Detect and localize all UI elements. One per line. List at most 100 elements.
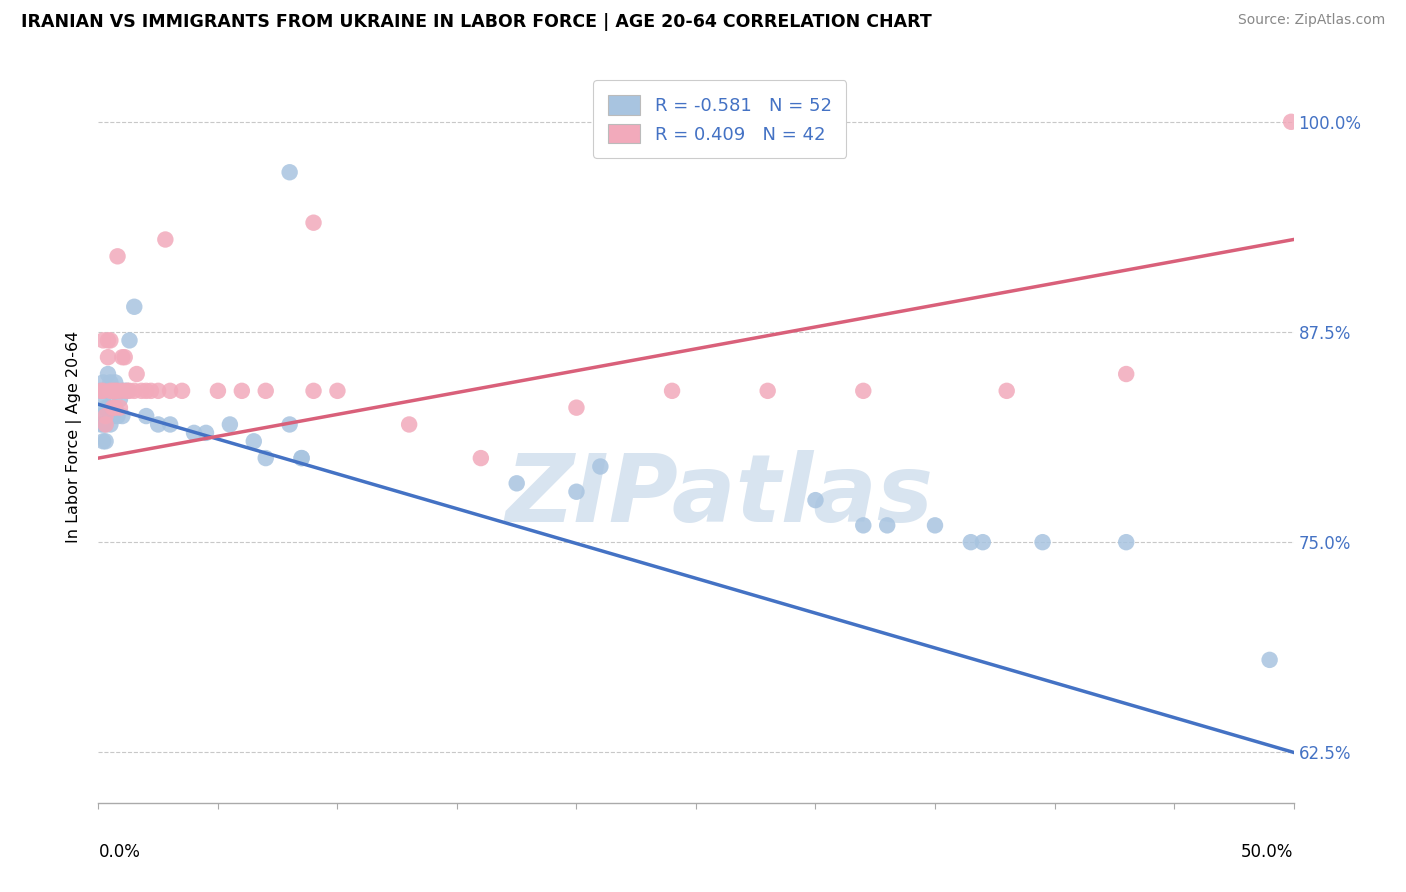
Point <box>108 392 131 407</box>
Point <box>326 384 349 398</box>
Point <box>243 434 266 449</box>
Legend: Iranians, Immigrants from Ukraine: Iranians, Immigrants from Ukraine <box>501 884 891 892</box>
Point <box>90 409 112 423</box>
Point <box>114 350 136 364</box>
Point <box>94 409 117 423</box>
Point <box>98 417 122 432</box>
Point <box>1258 804 1281 818</box>
Point <box>159 417 181 432</box>
Point <box>118 384 141 398</box>
Y-axis label: In Labor Force | Age 20-64: In Labor Force | Age 20-64 <box>66 331 83 543</box>
Point <box>111 350 134 364</box>
Point <box>565 484 588 499</box>
Point <box>278 417 301 432</box>
Point <box>302 216 325 230</box>
Point <box>94 384 117 398</box>
Point <box>1279 115 1302 129</box>
Point <box>125 367 148 381</box>
Point <box>207 384 229 398</box>
Point <box>278 165 301 179</box>
Point <box>107 384 129 398</box>
Point <box>972 535 994 549</box>
Point <box>852 384 875 398</box>
Point <box>661 384 683 398</box>
Point <box>108 401 131 415</box>
Point <box>107 384 129 398</box>
Point <box>107 249 129 263</box>
Text: 0.0%: 0.0% <box>98 843 141 861</box>
Text: Source: ZipAtlas.com: Source: ZipAtlas.com <box>1237 13 1385 28</box>
Point <box>876 518 898 533</box>
Point <box>107 409 129 423</box>
Point <box>98 376 122 390</box>
Point <box>98 334 122 348</box>
Point <box>94 417 117 432</box>
Point <box>111 384 134 398</box>
Point <box>124 384 146 398</box>
Point <box>111 384 134 398</box>
Point <box>131 384 153 398</box>
Point <box>91 392 114 407</box>
Point <box>995 384 1018 398</box>
Point <box>565 401 588 415</box>
Text: 50.0%: 50.0% <box>1241 843 1294 861</box>
Point <box>139 384 162 398</box>
Point <box>231 384 253 398</box>
Point <box>172 384 194 398</box>
Point <box>135 409 157 423</box>
Point <box>91 376 114 390</box>
Point <box>124 300 146 314</box>
Point <box>135 384 157 398</box>
Point <box>94 417 117 432</box>
Text: IRANIAN VS IMMIGRANTS FROM UKRAINE IN LABOR FORCE | AGE 20-64 CORRELATION CHART: IRANIAN VS IMMIGRANTS FROM UKRAINE IN LA… <box>21 13 932 31</box>
Point <box>97 367 120 381</box>
Point <box>291 451 314 466</box>
Point <box>90 417 112 432</box>
Point <box>97 409 120 423</box>
Point <box>118 334 141 348</box>
Point <box>104 384 127 398</box>
Point <box>219 417 242 432</box>
Point <box>101 384 124 398</box>
Point <box>101 401 124 415</box>
Point <box>470 451 492 466</box>
Point <box>589 459 612 474</box>
Point <box>97 350 120 364</box>
Point <box>756 384 779 398</box>
Point <box>97 401 120 415</box>
Point <box>104 376 127 390</box>
Point <box>91 434 114 449</box>
Point <box>959 535 981 549</box>
Point <box>101 409 124 423</box>
Point <box>115 384 138 398</box>
Point <box>90 384 112 398</box>
Point <box>104 401 127 415</box>
Point <box>104 401 127 415</box>
Point <box>91 334 114 348</box>
Point <box>101 384 124 398</box>
Point <box>148 417 170 432</box>
Point <box>97 334 120 348</box>
Point <box>98 401 122 415</box>
Point <box>506 476 529 491</box>
Point <box>924 518 946 533</box>
Point <box>90 384 112 398</box>
Point <box>254 384 277 398</box>
Point <box>194 425 218 440</box>
Point <box>1032 535 1054 549</box>
Point <box>1258 653 1281 667</box>
Point <box>852 518 875 533</box>
Point <box>159 384 181 398</box>
Point <box>1115 535 1137 549</box>
Point <box>148 384 170 398</box>
Point <box>1115 367 1137 381</box>
Text: ZIPatlas: ZIPatlas <box>506 450 934 541</box>
Point <box>111 409 134 423</box>
Point <box>94 401 117 415</box>
Point <box>115 384 138 398</box>
Point <box>94 434 117 449</box>
Point <box>98 384 122 398</box>
Point <box>302 384 325 398</box>
Point <box>291 451 314 466</box>
Point <box>804 493 827 508</box>
